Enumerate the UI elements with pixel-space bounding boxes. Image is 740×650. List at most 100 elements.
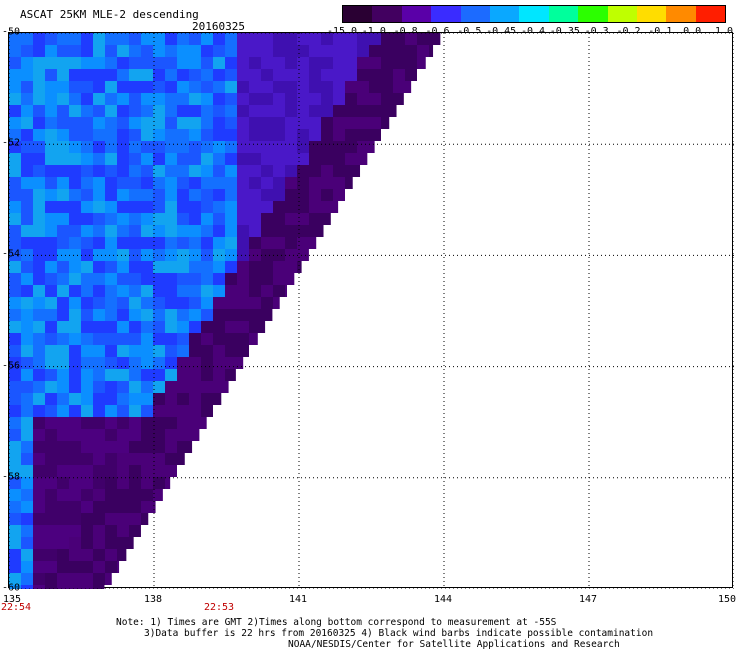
wind-cell: [69, 477, 81, 489]
longitude-label: 150: [717, 594, 737, 605]
wind-cell: [177, 237, 189, 249]
wind-cell: [273, 57, 285, 69]
wind-cell: [237, 69, 249, 81]
color-scale-label: -0.2: [616, 26, 640, 37]
wind-cell: [57, 297, 69, 309]
wind-cell: [357, 105, 369, 117]
wind-cell: [129, 69, 141, 81]
wind-cell: [9, 357, 21, 369]
wind-cell: [141, 81, 153, 93]
wind-cell: [105, 429, 117, 441]
wind-cell: [129, 357, 141, 369]
wind-cell: [141, 261, 153, 273]
wind-cell: [165, 189, 177, 201]
wind-cell: [321, 69, 333, 81]
wind-cell: [177, 33, 189, 45]
wind-cell: [21, 45, 33, 57]
wind-cell: [225, 309, 237, 321]
wind-cell: [129, 285, 141, 297]
wind-cell: [201, 141, 213, 153]
wind-cell: [93, 345, 105, 357]
wind-cell: [297, 177, 309, 189]
wind-cell: [9, 93, 21, 105]
wind-cell: [153, 81, 165, 93]
wind-cell: [69, 57, 81, 69]
wind-cell: [189, 417, 201, 429]
wind-cell: [21, 189, 33, 201]
wind-cell: [309, 225, 321, 237]
wind-cell: [393, 33, 405, 45]
wind-cell: [309, 45, 321, 57]
wind-cell: [213, 369, 225, 381]
wind-cell: [33, 345, 45, 357]
wind-cell: [93, 141, 105, 153]
wind-cell: [177, 417, 189, 429]
wind-cell: [273, 273, 285, 285]
wind-cell: [9, 513, 21, 525]
wind-cell: [381, 93, 393, 105]
wind-cell: [9, 309, 21, 321]
wind-cell: [21, 165, 33, 177]
wind-cell: [81, 513, 93, 525]
wind-cell: [105, 153, 117, 165]
wind-cell: [177, 69, 189, 81]
wind-cell: [153, 489, 163, 501]
wind-cell: [141, 33, 153, 45]
wind-cell: [81, 453, 93, 465]
wind-cell: [285, 201, 297, 213]
wind-cell: [81, 465, 93, 477]
wind-cell: [105, 549, 117, 561]
wind-cell: [153, 441, 165, 453]
wind-cell: [153, 57, 165, 69]
wind-cell: [165, 81, 177, 93]
wind-cell: [117, 81, 129, 93]
wind-cell: [93, 561, 105, 573]
wind-cell: [69, 249, 81, 261]
wind-cell: [45, 477, 57, 489]
wind-cell: [81, 321, 93, 333]
wind-cell: [189, 141, 201, 153]
wind-cell: [153, 261, 165, 273]
wind-cell: [153, 429, 165, 441]
wind-cell: [21, 405, 33, 417]
wind-cell: [249, 129, 261, 141]
wind-cell: [45, 549, 57, 561]
wind-cell: [381, 81, 393, 93]
wind-cell: [45, 225, 57, 237]
wind-cell: [21, 465, 33, 477]
wind-cell: [165, 153, 177, 165]
wind-cell: [381, 45, 393, 57]
wind-cell: [153, 153, 165, 165]
wind-cell: [165, 141, 177, 153]
wind-cell: [69, 441, 81, 453]
wind-cell: [57, 309, 69, 321]
wind-cell: [21, 177, 33, 189]
wind-cell: [33, 405, 45, 417]
wind-cell: [9, 453, 21, 465]
wind-cell: [93, 417, 105, 429]
wind-cell: [105, 249, 117, 261]
wind-cell: [21, 381, 33, 393]
wind-cell: [69, 393, 81, 405]
wind-cell: [129, 57, 141, 69]
wind-cell: [141, 513, 149, 525]
wind-cell: [21, 357, 33, 369]
wind-cell: [117, 513, 129, 525]
wind-cell: [153, 189, 165, 201]
wind-cell: [213, 189, 225, 201]
wind-cell: [21, 129, 33, 141]
wind-cell: [141, 105, 153, 117]
wind-cell: [177, 105, 189, 117]
wind-cell: [249, 309, 261, 321]
wind-cell: [213, 393, 222, 405]
wind-cell: [33, 477, 45, 489]
wind-cell: [93, 525, 105, 537]
wind-cell: [189, 333, 201, 345]
wind-cell: [369, 93, 381, 105]
color-swatch-3: [431, 6, 461, 22]
wind-cell: [93, 129, 105, 141]
wind-cell: [165, 225, 177, 237]
wind-cell: [225, 129, 237, 141]
wind-cell: [117, 117, 129, 129]
wind-cell: [57, 189, 69, 201]
